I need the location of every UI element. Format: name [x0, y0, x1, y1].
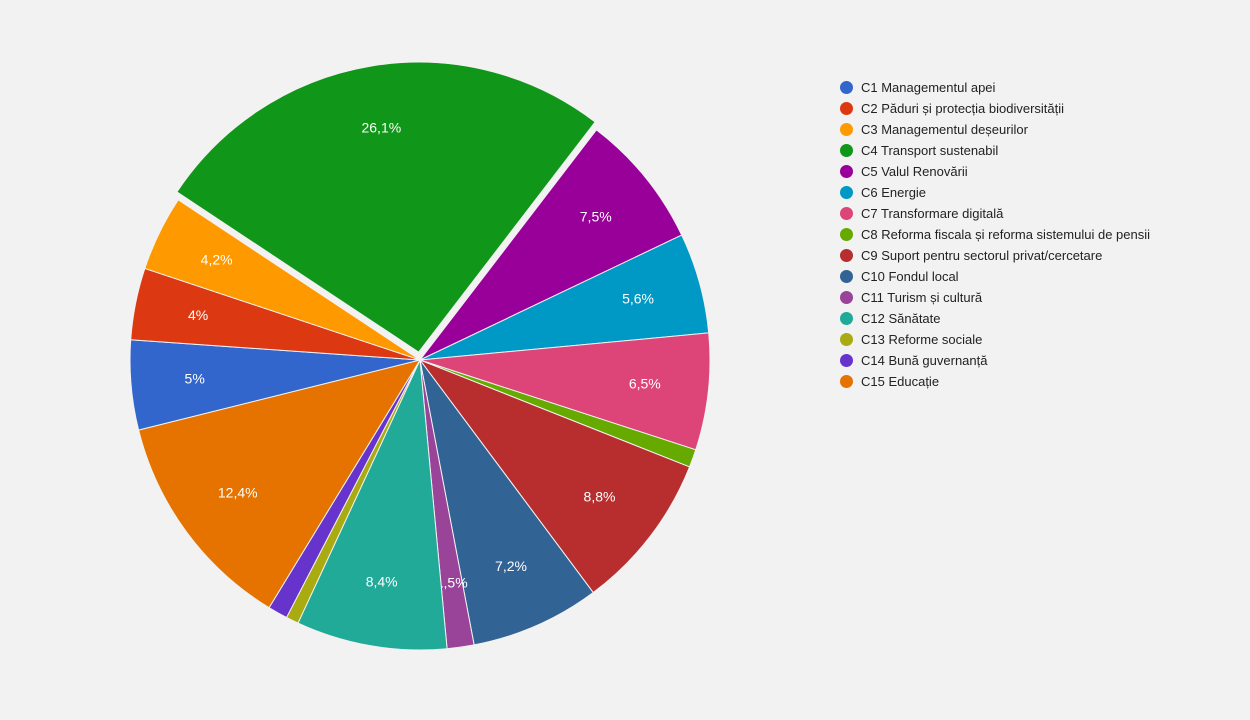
legend-item[interactable]: C8 Reforma fiscala și reforma sistemului… — [840, 227, 1250, 242]
legend-label: C14 Bună guvernanță — [861, 353, 987, 368]
legend-item[interactable]: C3 Managementul deșeurilor — [840, 122, 1250, 137]
legend-item[interactable]: C6 Energie — [840, 185, 1250, 200]
legend-swatch — [840, 375, 853, 388]
legend-item[interactable]: C13 Reforme sociale — [840, 332, 1250, 347]
legend-item[interactable]: C7 Transformare digitală — [840, 206, 1250, 221]
slice-label: 26,1% — [361, 120, 401, 136]
legend-label: C8 Reforma fiscala și reforma sistemului… — [861, 227, 1150, 242]
legend-item[interactable]: C2 Păduri și protecția biodiversității — [840, 101, 1250, 116]
legend-swatch — [840, 123, 853, 136]
slice-label: 4% — [188, 307, 208, 323]
legend-label: C11 Turism și cultură — [861, 290, 982, 305]
legend-swatch — [840, 228, 853, 241]
legend-item[interactable]: C14 Bună guvernanță — [840, 353, 1250, 368]
slice-label: 12,4% — [218, 485, 258, 501]
legend-swatch — [840, 354, 853, 367]
legend-label: C2 Păduri și protecția biodiversității — [861, 101, 1064, 116]
slice-label: 4,2% — [201, 252, 233, 268]
legend-label: C5 Valul Renovării — [861, 164, 968, 179]
legend-swatch — [840, 270, 853, 283]
legend-swatch — [840, 165, 853, 178]
legend-swatch — [840, 249, 853, 262]
slice-label: 5% — [185, 370, 205, 386]
legend-label: C7 Transformare digitală — [861, 206, 1003, 221]
legend-swatch — [840, 333, 853, 346]
chart-legend: C1 Managementul apei C2 Păduri și protecț… — [820, 0, 1250, 720]
legend-item[interactable]: C11 Turism și cultură — [840, 290, 1250, 305]
legend-label: C15 Educație — [861, 374, 939, 389]
legend-item[interactable]: C1 Managementul apei — [840, 80, 1250, 95]
legend-swatch — [840, 291, 853, 304]
slice-label: 5,6% — [622, 290, 654, 306]
slice-label: 7,5% — [580, 208, 612, 224]
legend-swatch — [840, 81, 853, 94]
legend-label: C4 Transport sustenabil — [861, 143, 998, 158]
slice-label: 8,4% — [366, 574, 398, 590]
legend-swatch — [840, 207, 853, 220]
legend-label: C9 Suport pentru sectorul privat/cerceta… — [861, 248, 1102, 263]
slice-label: 7,2% — [495, 558, 527, 574]
legend-item[interactable]: C9 Suport pentru sectorul privat/cerceta… — [840, 248, 1250, 263]
legend-label: C6 Energie — [861, 185, 926, 200]
legend-item[interactable]: C10 Fondul local — [840, 269, 1250, 284]
legend-label: C13 Reforme sociale — [861, 332, 982, 347]
legend-label: C12 Sănătate — [861, 311, 941, 326]
legend-swatch — [840, 144, 853, 157]
legend-item[interactable]: C12 Sănătate — [840, 311, 1250, 326]
legend-label: C3 Managementul deșeurilor — [861, 122, 1028, 137]
legend-label: C10 Fondul local — [861, 269, 959, 284]
slice-label: 8,8% — [584, 488, 616, 504]
legend-item[interactable]: C5 Valul Renovării — [840, 164, 1250, 179]
pie-chart: 5%4%4,2%26,1%7,5%5,6%6,5%8,8%7,2%1,5%8,4… — [0, 0, 820, 720]
legend-swatch — [840, 186, 853, 199]
slice-label: 6,5% — [629, 376, 661, 392]
legend-swatch — [840, 102, 853, 115]
legend-label: C1 Managementul apei — [861, 80, 995, 95]
legend-swatch — [840, 312, 853, 325]
legend-item[interactable]: C4 Transport sustenabil — [840, 143, 1250, 158]
legend-item[interactable]: C15 Educație — [840, 374, 1250, 389]
